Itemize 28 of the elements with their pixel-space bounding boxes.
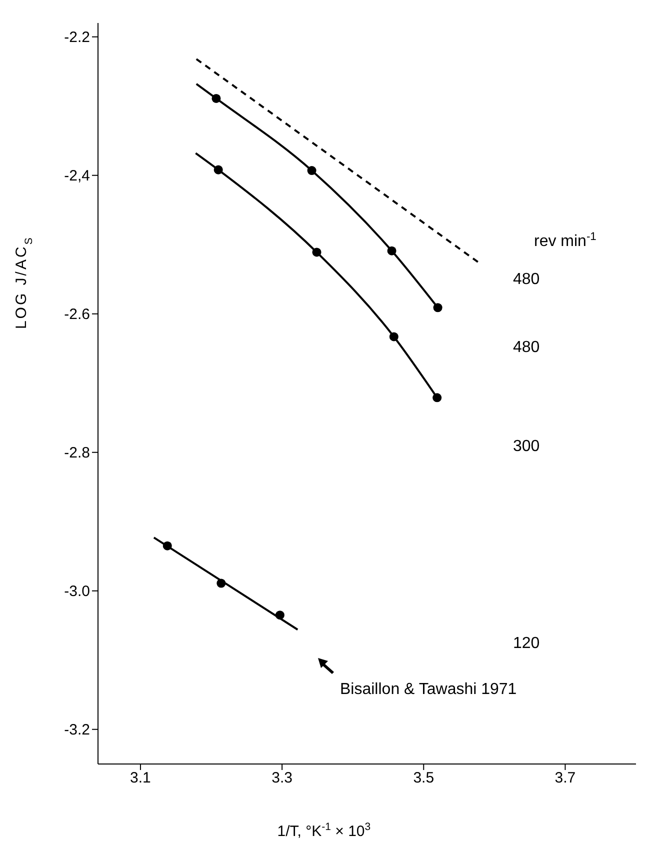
annotation: Bisaillon & Tawashi 1971	[340, 681, 517, 698]
point	[307, 166, 316, 176]
y-tick-label: -2,4	[64, 168, 90, 185]
annotation: 480	[513, 271, 540, 288]
point	[433, 303, 442, 312]
y-tick-label: -2.6	[64, 306, 90, 324]
point	[162, 541, 172, 550]
point	[389, 332, 398, 342]
y-tick-label: -2.8	[64, 444, 90, 462]
point	[275, 610, 284, 620]
y-tick-label: -3.2	[64, 722, 90, 739]
point	[212, 94, 221, 103]
x-tick-label: 3.1	[130, 770, 151, 787]
x-tick-label: 3.5	[413, 770, 434, 787]
x-axis-title: 1/T, °K$^{-1}$ × 10$^{3}$	[277, 821, 371, 840]
annotation: 480	[513, 339, 540, 356]
y-tick-label: -2.2	[64, 29, 90, 46]
point	[387, 246, 396, 256]
x-tick-label: 3.3	[272, 770, 292, 787]
annotation: 120	[513, 635, 540, 652]
annotation: 300	[513, 438, 540, 455]
point	[214, 165, 223, 174]
y-tick-label: -3.0	[64, 583, 90, 600]
x-tick-label: 3.7	[554, 770, 576, 787]
annotation: rev min$^{-1}$	[534, 231, 596, 250]
point	[216, 578, 226, 588]
point	[312, 248, 322, 257]
point	[432, 393, 442, 402]
